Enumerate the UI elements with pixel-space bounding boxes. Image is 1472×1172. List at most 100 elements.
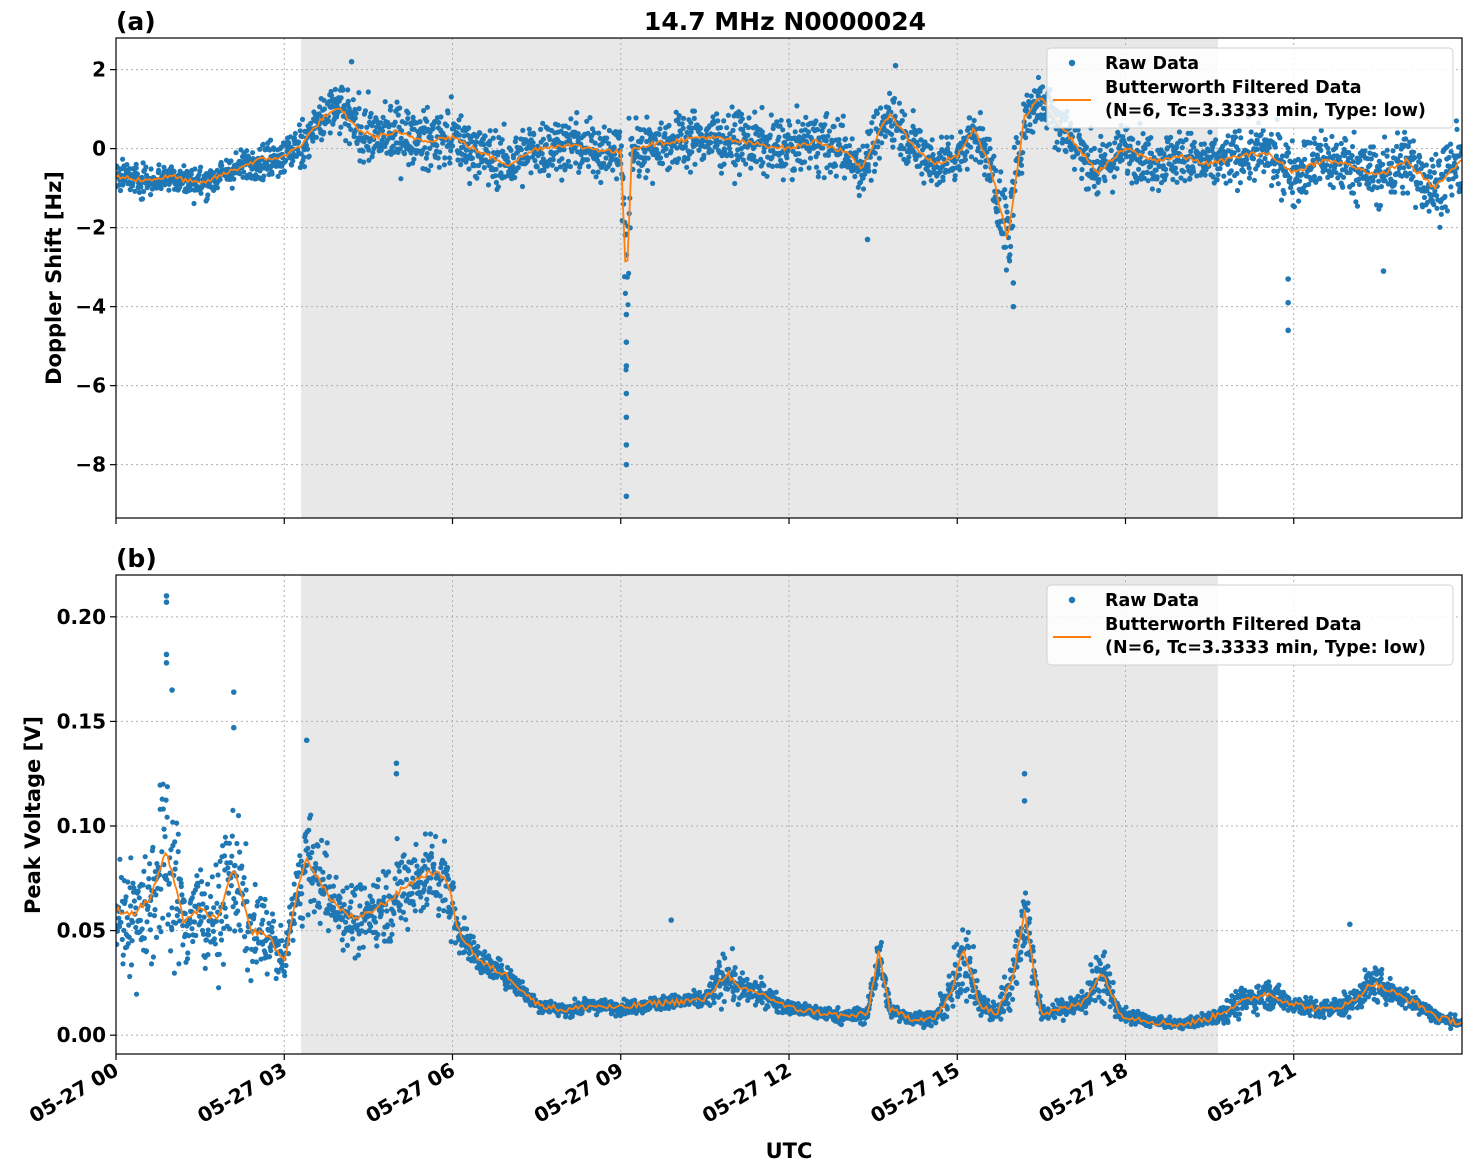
panel-a-raw-point	[472, 163, 478, 169]
panel-a-raw-point	[1402, 129, 1408, 135]
panel-a-raw-point	[1285, 150, 1292, 156]
panel-a-raw-point	[905, 159, 911, 165]
panel-a-raw-point	[348, 126, 354, 132]
panel-b-raw-point	[375, 932, 381, 938]
panel-a-raw-point	[1430, 163, 1436, 169]
panel-a-raw-point	[892, 113, 898, 119]
panel-a-raw-point	[886, 105, 892, 111]
panel-a-raw-point	[1448, 141, 1454, 147]
panel-b-raw-point	[421, 887, 427, 893]
panel-b-raw-point	[441, 908, 447, 914]
panel-a-raw-point	[510, 155, 517, 161]
panel-a-raw-point	[868, 128, 874, 134]
panel-b-raw-point	[414, 863, 420, 869]
panel-a-raw-point	[606, 140, 612, 147]
panel-b-raw-point	[211, 905, 217, 911]
panel-a-raw-point	[1232, 129, 1238, 135]
panel-a-raw-point	[684, 129, 690, 136]
panel-a-ylabel: Doppler Shift [Hz]	[42, 171, 66, 385]
panel-b-raw-point	[313, 877, 320, 883]
panel-b-raw-point	[144, 919, 150, 925]
panel-a-raw-point	[369, 123, 375, 129]
panel-a-raw-point	[692, 161, 698, 167]
panel-b-raw-point	[336, 924, 342, 930]
panel-a-raw-point	[1434, 193, 1440, 199]
panel-a-raw-point	[1457, 186, 1462, 192]
panel-a-raw-point	[711, 120, 717, 126]
panel-b-raw-point	[569, 1013, 575, 1020]
panel-a-raw-point	[1231, 150, 1237, 156]
panel-a-raw-point	[214, 185, 220, 191]
panel-b-raw-point	[275, 969, 281, 975]
panel-b-raw-point	[125, 941, 131, 947]
panel-a-raw-point	[467, 180, 473, 187]
panel-b-raw-point	[158, 929, 164, 935]
panel-a-raw-point	[592, 140, 598, 146]
panel-a-raw-outlier-15	[348, 58, 355, 65]
panel-a-raw-point	[1457, 181, 1462, 187]
panel-a-raw-point	[130, 180, 136, 186]
panel-b-raw-point	[189, 895, 195, 901]
panel-a-raw-point	[596, 130, 602, 136]
panel-a-raw-point	[1297, 178, 1303, 184]
panel-a-raw-point	[1008, 243, 1014, 250]
panel-b-raw-point	[304, 862, 310, 869]
panel-b-raw-point	[424, 896, 430, 903]
panel-b-raw-point	[118, 919, 124, 926]
panel-b-raw-point	[184, 956, 191, 962]
panel-b-raw-point	[176, 961, 182, 967]
panel-a-raw-point	[432, 119, 438, 125]
panel-a-raw-point	[444, 123, 450, 129]
panel-a-raw-point	[1180, 169, 1187, 175]
panel-a-raw-point	[987, 178, 993, 184]
panel-a-raw-point	[1234, 170, 1240, 177]
panel-a-raw-point	[901, 145, 907, 151]
panel-a-raw-point	[978, 159, 984, 165]
panel-a-raw-point	[846, 143, 853, 149]
panel-b-raw-point	[145, 903, 151, 910]
panel-b-raw-point	[418, 894, 424, 900]
panel-a-raw-point	[1354, 203, 1361, 209]
panel-b-raw-point	[730, 989, 736, 995]
panel-b-raw-point	[303, 838, 309, 844]
panel-b-raw-point	[222, 834, 228, 840]
panel-a-raw-point	[833, 163, 839, 169]
panel-a-raw-point	[1245, 161, 1251, 167]
panel-a-raw-point	[798, 128, 805, 134]
panel-a-raw-point	[181, 163, 187, 169]
panel-b-raw-point	[320, 869, 326, 875]
panel-a-raw-point	[500, 148, 506, 155]
panel-a-raw-point	[1448, 149, 1454, 155]
panel-b-raw-point	[282, 973, 288, 979]
panel-a-raw-point	[1114, 166, 1120, 172]
panel-b-raw-point	[163, 873, 169, 879]
panel-b-raw-point	[716, 963, 723, 969]
panel-b-raw-point	[147, 911, 153, 918]
panel-a-raw-point	[929, 137, 935, 143]
panel-a-raw-point	[1446, 154, 1452, 161]
panel-a-raw-point	[1442, 193, 1448, 200]
panel-a-raw-point	[411, 126, 417, 132]
panel-b-raw-point	[148, 961, 155, 967]
panel-b-raw-point	[306, 827, 312, 833]
panel-b-raw-point	[174, 913, 180, 919]
panel-a-raw-point	[455, 157, 461, 163]
panel-a-raw-point	[405, 116, 411, 122]
panel-b-raw-point	[357, 903, 363, 909]
panel-b-raw-point	[731, 994, 737, 1000]
panel-a-raw-point	[938, 134, 945, 140]
panel-b-raw-point	[298, 884, 304, 890]
panel-a-raw-point	[555, 122, 561, 128]
panel-b-raw-point	[309, 849, 315, 856]
panel-a-raw-point	[390, 143, 396, 149]
panel-a-raw-point	[1403, 136, 1409, 142]
panel-a-raw-point	[746, 115, 752, 121]
panel-a-raw-point	[644, 114, 650, 120]
panel-b-raw-point	[131, 898, 137, 904]
panel-b-raw-point	[360, 944, 366, 950]
panel-b-raw-point	[722, 955, 728, 961]
panel-a-raw-point	[736, 172, 743, 178]
panel-b-raw-point	[721, 998, 727, 1005]
panel-b-raw-point	[116, 928, 120, 934]
